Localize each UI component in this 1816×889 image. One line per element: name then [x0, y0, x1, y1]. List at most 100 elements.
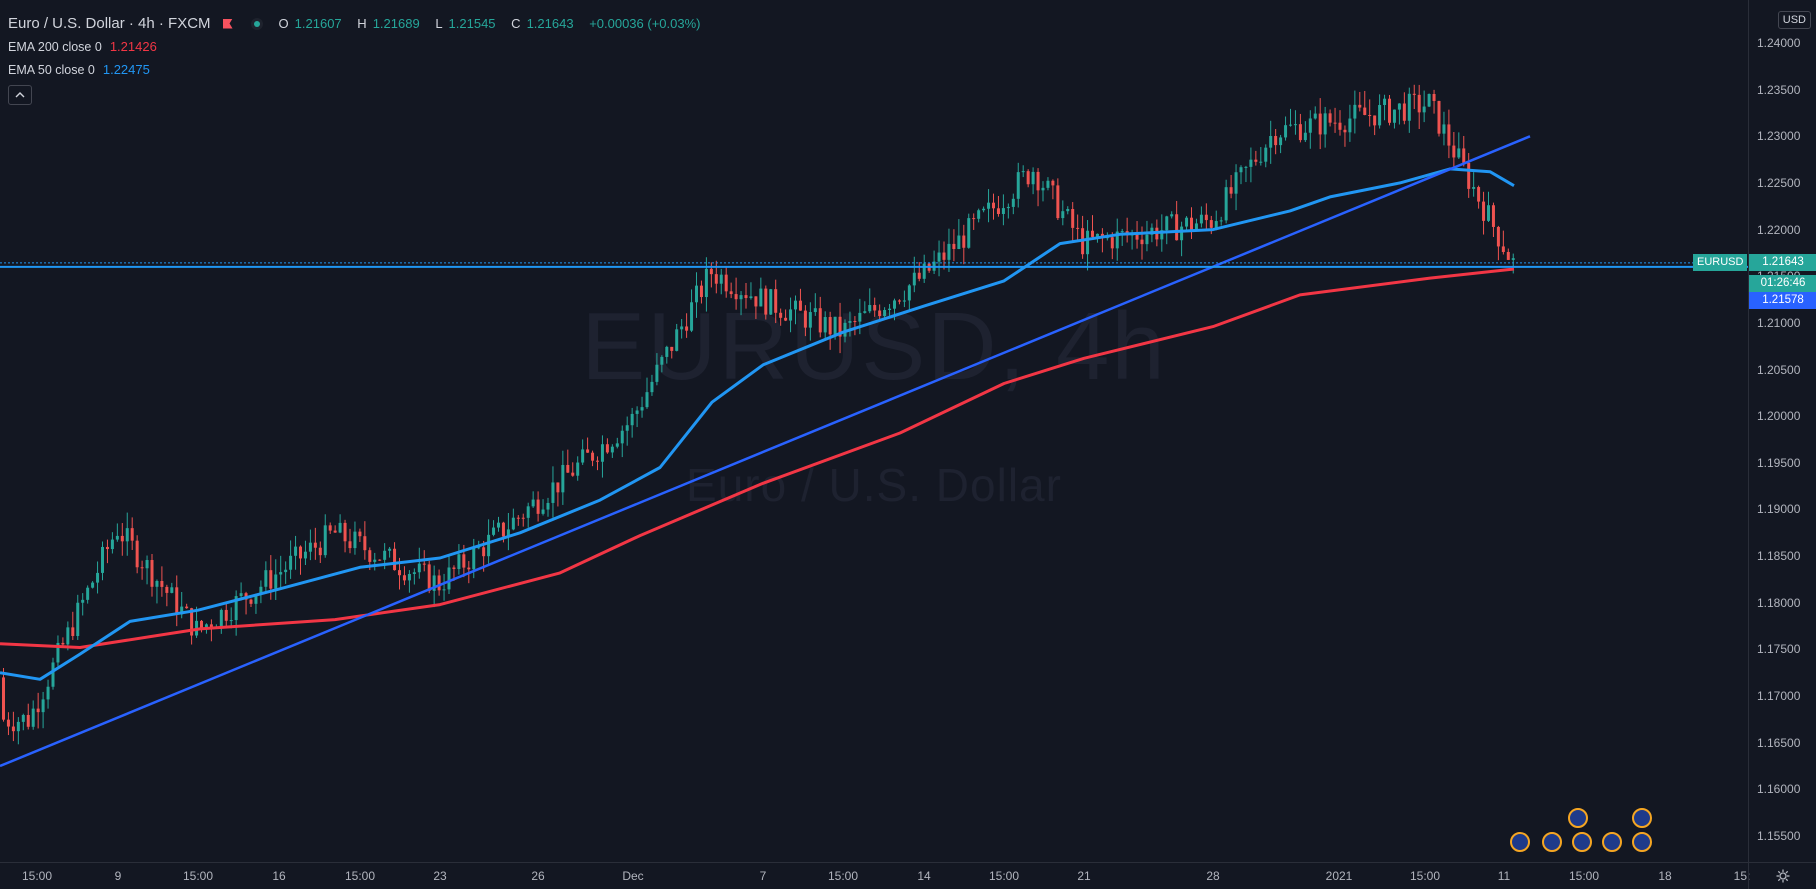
economic-event-icon[interactable]: [1632, 808, 1652, 828]
candle-body: [615, 443, 619, 447]
economic-event-icon[interactable]: [1572, 832, 1592, 852]
indicator-row-ema200[interactable]: EMA 200 close 0 1.21426: [8, 35, 707, 58]
price-tick-label: 1.16000: [1757, 782, 1801, 797]
time-scale[interactable]: 15:00 9 15:00 16 15:00 23 26 Dec 7 15:00 14 15:00 21…: [0, 862, 1750, 889]
indicator-row-ema50[interactable]: EMA 50 close 0 1.22475: [8, 58, 707, 81]
candle-body: [303, 551, 307, 559]
candle-body: [942, 252, 946, 260]
candle-body: [204, 624, 208, 628]
price-tick-label: 1.17500: [1757, 642, 1801, 657]
candle-body: [1343, 129, 1347, 133]
candle-body: [893, 300, 896, 309]
candle-body: [1160, 230, 1164, 240]
candle-body: [239, 593, 243, 597]
price-tick-label: 1.19500: [1757, 455, 1801, 470]
candle-body: [358, 531, 362, 537]
candle-body: [1323, 113, 1327, 135]
economic-event-icon[interactable]: [1602, 832, 1622, 852]
candle-body: [1254, 159, 1258, 162]
symbol-title[interactable]: Euro / U.S. Dollar · 4h · FXCM: [8, 15, 211, 32]
price-tick-label: 1.18500: [1757, 549, 1801, 564]
candle-body: [808, 312, 812, 328]
economic-event-icon[interactable]: [1542, 832, 1562, 852]
candle-body: [96, 572, 100, 583]
candle-body: [1165, 216, 1169, 231]
gear-icon[interactable]: [1776, 869, 1790, 883]
candle-body: [1026, 171, 1030, 185]
candle-body: [581, 449, 585, 463]
candle-body: [289, 555, 293, 570]
candle-body: [630, 413, 634, 426]
candle-body: [1368, 114, 1372, 116]
candle-body: [1274, 136, 1278, 146]
settings-corner[interactable]: [1748, 862, 1816, 889]
chart-legend: Euro / U.S. Dollar · 4h · FXCM O 1.21607 …: [8, 12, 707, 105]
trend-line: [0, 135, 1531, 768]
candle-body: [66, 627, 70, 645]
candle-body: [1190, 217, 1193, 230]
candle-body: [972, 218, 976, 220]
candle-body: [591, 452, 595, 461]
candle-body: [477, 547, 481, 549]
price-tick-label: 1.16500: [1757, 735, 1801, 750]
chart-pane[interactable]: EURUSD, 4h Euro / U.S. Dollar Euro / U.S…: [0, 0, 1748, 862]
candle-body: [838, 316, 842, 337]
candle-body: [254, 594, 258, 604]
candle-body: [140, 567, 144, 569]
candle-body: [56, 642, 60, 663]
ema200-name[interactable]: EMA 200 close 0: [8, 39, 102, 54]
price-scale[interactable]: USD 1.24000 1.23500 1.23000 1.22500 1.22000 1…: [1748, 0, 1816, 862]
candle-body: [828, 317, 832, 335]
candle-body: [1353, 104, 1357, 119]
candle-body: [46, 686, 50, 700]
time-tick-label: 15:00: [344, 869, 376, 883]
economic-event-icon[interactable]: [1632, 832, 1652, 852]
candle-body: [432, 575, 436, 591]
currency-button[interactable]: USD: [1777, 11, 1811, 29]
collapse-legend-button[interactable]: [8, 85, 32, 105]
candle-body: [987, 202, 991, 209]
candle-body: [1328, 113, 1332, 123]
candle-body: [338, 522, 342, 533]
candle-body: [1046, 180, 1050, 188]
candle-body: [1392, 109, 1396, 123]
candle-body: [1298, 124, 1302, 141]
candle-body: [1506, 251, 1510, 260]
candle-body: [1417, 94, 1421, 113]
candle-body: [1313, 113, 1317, 119]
price-tick-label: 1.15500: [1757, 829, 1801, 843]
candle-body: [823, 317, 827, 333]
candle-body: [952, 243, 956, 250]
last-price-tag: 1.21643: [1749, 254, 1816, 271]
economic-event-icon[interactable]: [1568, 808, 1588, 828]
candle-body: [1229, 187, 1233, 194]
economic-event-icon[interactable]: [1510, 832, 1530, 852]
candle-body: [878, 310, 882, 317]
candle-body: [497, 522, 500, 528]
candle-body: [437, 575, 441, 591]
time-tick-label: 23: [433, 869, 447, 883]
candle-body: [556, 482, 560, 493]
candle-body: [1293, 124, 1297, 126]
candle-body: [1452, 145, 1456, 158]
candle-body: [135, 540, 139, 568]
candle-body: [789, 309, 793, 321]
candle-body: [902, 300, 906, 302]
candle-body: [1427, 93, 1431, 107]
candle-body: [670, 346, 674, 351]
time-tick-label: 28: [1206, 869, 1220, 883]
candle-body: [462, 554, 466, 568]
ohlc-values: O 1.21607 H 1.21689 L 1.21545 C 1.21643 +0.0…: [279, 16, 707, 31]
candle-body: [967, 218, 971, 248]
candle-body: [635, 410, 639, 414]
price-plot[interactable]: [0, 0, 1748, 862]
flag-icon[interactable]: [222, 18, 233, 29]
candle-body: [373, 559, 377, 562]
time-tick-label: 15:00: [827, 869, 859, 883]
ema50-value: 1.22475: [102, 62, 150, 77]
ema50-name[interactable]: EMA 50 close 0: [8, 62, 95, 77]
candle-body: [1482, 201, 1486, 221]
candle-body: [86, 587, 90, 600]
candle-body: [294, 546, 298, 556]
candle-body: [1214, 221, 1218, 228]
